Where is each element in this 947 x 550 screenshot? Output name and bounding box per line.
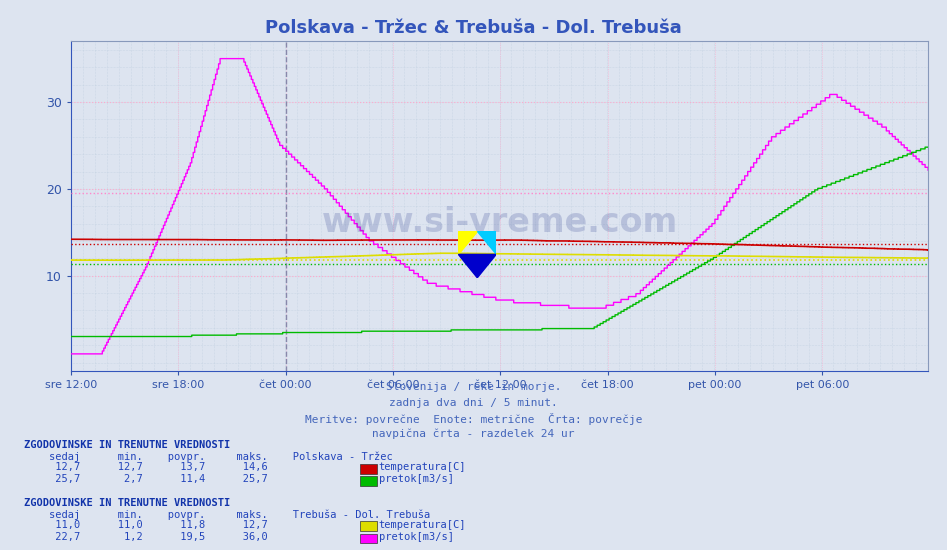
Text: pretok[m3/s]: pretok[m3/s] <box>379 474 454 485</box>
Text: pretok[m3/s]: pretok[m3/s] <box>379 532 454 542</box>
Text: Meritve: povrečne  Enote: metrične  Črta: povrečje: Meritve: povrečne Enote: metrične Črta: … <box>305 413 642 425</box>
Text: 25,7       2,7      11,4      25,7: 25,7 2,7 11,4 25,7 <box>24 474 267 485</box>
Text: navpična črta - razdelek 24 ur: navpična črta - razdelek 24 ur <box>372 428 575 439</box>
Text: temperatura[C]: temperatura[C] <box>379 520 466 530</box>
Polygon shape <box>458 254 496 278</box>
Polygon shape <box>477 231 496 254</box>
Text: www.si-vreme.com: www.si-vreme.com <box>321 206 678 239</box>
Text: temperatura[C]: temperatura[C] <box>379 462 466 472</box>
Text: sedaj      min.    povpr.     maks.    Trebuša - Dol. Trebuša: sedaj min. povpr. maks. Trebuša - Dol. T… <box>24 510 430 520</box>
Text: sedaj      min.    povpr.     maks.    Polskava - Tržec: sedaj min. povpr. maks. Polskava - Tržec <box>24 452 392 463</box>
Polygon shape <box>458 231 477 254</box>
Text: 22,7       1,2      19,5      36,0: 22,7 1,2 19,5 36,0 <box>24 532 267 542</box>
Text: Slovenija / reke in morje.: Slovenija / reke in morje. <box>385 382 562 392</box>
Text: zadnja dva dni / 5 minut.: zadnja dva dni / 5 minut. <box>389 398 558 408</box>
Text: ZGODOVINSKE IN TRENUTNE VREDNOSTI: ZGODOVINSKE IN TRENUTNE VREDNOSTI <box>24 498 230 508</box>
Text: 11,0      11,0      11,8      12,7: 11,0 11,0 11,8 12,7 <box>24 520 267 530</box>
Text: ZGODOVINSKE IN TRENUTNE VREDNOSTI: ZGODOVINSKE IN TRENUTNE VREDNOSTI <box>24 440 230 450</box>
Text: Polskava - Tržec & Trebuša - Dol. Trebuša: Polskava - Tržec & Trebuša - Dol. Trebuš… <box>265 19 682 37</box>
Text: 12,7      12,7      13,7      14,6: 12,7 12,7 13,7 14,6 <box>24 462 267 472</box>
